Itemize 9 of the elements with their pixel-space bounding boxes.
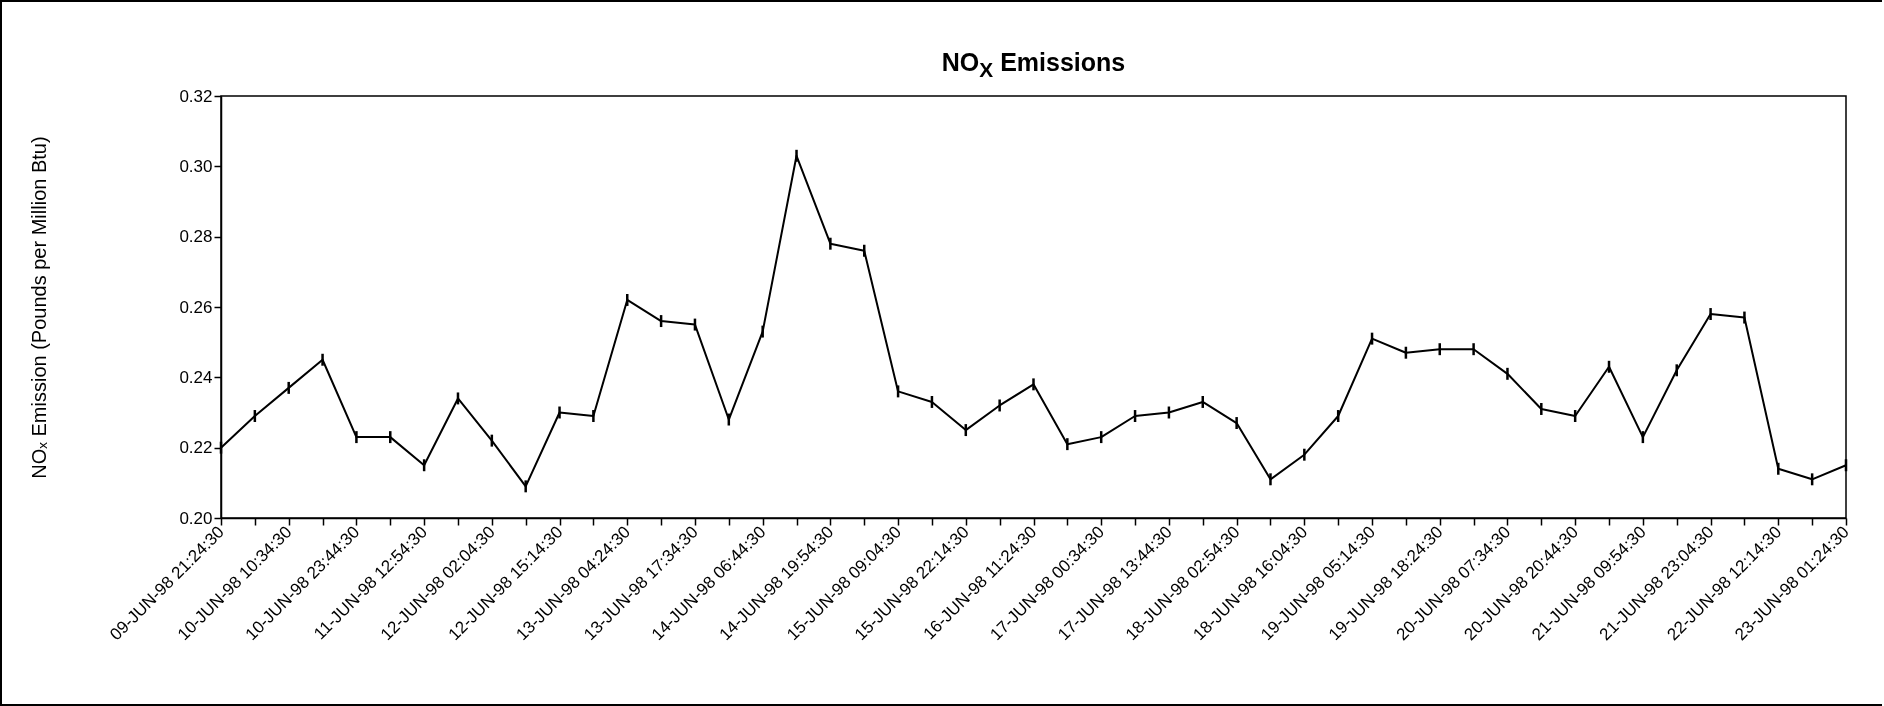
y-tick-label: 0.32 [179,86,213,106]
y-tick-label: 0.30 [179,156,213,176]
y-tick-label: 0.22 [179,438,213,458]
y-axis-title: NOₓ Emission (Pounds per Million Btu) [27,136,50,479]
y-tick-label: 0.26 [179,297,213,317]
y-tick-label: 0.20 [179,508,213,528]
chart-title: NO$_{X}$ Emissions [940,48,1127,82]
y-tick-label: 0.24 [179,367,213,387]
y-tick-label: 0.28 [179,227,213,247]
